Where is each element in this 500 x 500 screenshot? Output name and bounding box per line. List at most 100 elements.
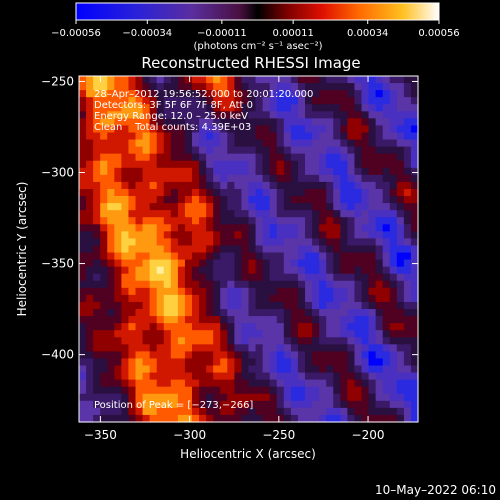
heatmap-cell: [149, 217, 158, 225]
heatmap-cell: [220, 266, 228, 275]
heatmap-cell: [177, 181, 186, 190]
heatmap-cell: [255, 280, 264, 289]
heatmap-cell: [149, 118, 158, 127]
heatmap-cell: [255, 294, 264, 303]
heatmap-cell: [333, 252, 341, 261]
heatmap-cell: [128, 309, 137, 317]
heatmap-cell: [276, 287, 285, 296]
heatmap-cell: [333, 196, 341, 204]
heatmap-cell: [79, 386, 87, 395]
heatmap-cell: [234, 337, 243, 345]
heatmap-cell: [206, 196, 214, 204]
heatmap-cell: [107, 301, 115, 310]
heatmap-cell: [347, 167, 356, 176]
heatmap-cell: [375, 287, 384, 296]
heatmap-cell: [100, 351, 108, 360]
heatmap-cell: [184, 132, 193, 141]
heatmap-cell: [305, 358, 313, 367]
heatmap-cell: [227, 188, 235, 197]
heatmap-cell: [241, 245, 250, 254]
heatmap-cell: [389, 400, 398, 409]
heatmap-cell: [312, 238, 320, 247]
heatmap-cell: [184, 210, 193, 218]
heatmap-cell: [347, 344, 356, 352]
heatmap-cell: [234, 118, 243, 127]
heatmap-cell: [403, 132, 412, 141]
heatmap-cell: [290, 139, 299, 148]
heatmap-cell: [156, 210, 165, 218]
heatmap-cell: [199, 111, 207, 119]
heatmap-cell: [192, 111, 200, 119]
heatmap-cell: [354, 259, 363, 268]
heatmap-cell: [297, 280, 306, 289]
heatmap-cell: [354, 104, 363, 112]
heatmap-cell: [170, 393, 179, 402]
heatmap-cell: [170, 188, 179, 197]
heatmap-cell: [283, 386, 292, 395]
heatmap-cell: [177, 337, 186, 345]
heatmap-cell: [192, 196, 200, 204]
heatmap-cell: [389, 280, 398, 289]
heatmap-cell: [184, 372, 193, 381]
heatmap-cell: [128, 414, 137, 423]
heatmap-cell: [192, 351, 200, 360]
heatmap-cell: [269, 266, 278, 275]
heatmap-cell: [396, 104, 405, 112]
heatmap-cell: [135, 196, 144, 204]
heatmap-cell: [283, 393, 292, 402]
heatmap-cell: [121, 83, 130, 91]
heatmap-cell: [389, 118, 398, 127]
heatmap-cell: [220, 344, 228, 352]
heatmap-cell: [184, 153, 193, 162]
heatmap-cell: [290, 358, 299, 367]
heatmap-cell: [305, 139, 313, 148]
heatmap-cell: [375, 231, 384, 240]
heatmap-cell: [368, 97, 377, 105]
heatmap-cell: [177, 245, 186, 254]
heatmap-cell: [170, 181, 179, 190]
heatmap-cell: [354, 90, 363, 98]
heatmap-cell: [100, 266, 108, 275]
heatmap-cell: [213, 273, 221, 282]
heatmap-cell: [114, 224, 122, 232]
heatmap-cell: [234, 125, 243, 134]
heatmap-cell: [170, 358, 179, 367]
heatmap-cell: [199, 301, 207, 310]
heatmap-cell: [135, 118, 144, 127]
heatmap-cell: [149, 337, 158, 345]
heatmap-cell: [290, 365, 299, 374]
heatmap-cell: [184, 125, 193, 134]
heatmap-cell: [248, 118, 257, 127]
heatmap-cell: [135, 273, 144, 282]
heatmap-cell: [382, 174, 391, 183]
heatmap-cell: [234, 372, 243, 381]
heatmap-cell: [149, 372, 158, 381]
heatmap-cell: [368, 217, 377, 225]
heatmap-cell: [86, 252, 94, 261]
heatmap-cell: [389, 217, 398, 225]
heatmap-cell: [276, 231, 285, 240]
heatmap-cell: [199, 344, 207, 352]
heatmap-cell: [114, 125, 122, 134]
heatmap-cell: [142, 146, 151, 155]
heatmap-cell: [121, 365, 130, 374]
heatmap-cell: [326, 217, 334, 225]
heatmap-cell: [142, 174, 151, 183]
heatmap-cell: [156, 238, 165, 247]
heatmap-cell: [262, 104, 271, 112]
heatmap-cell: [410, 224, 419, 232]
heatmap-cell: [283, 90, 292, 98]
heatmap-cell: [184, 358, 193, 367]
heatmap-cell: [79, 238, 87, 247]
heatmap-cell: [375, 259, 384, 268]
heatmap-cell: [361, 203, 370, 211]
heatmap-cell: [163, 301, 172, 310]
heatmap-cell: [234, 386, 243, 395]
heatmap-cell: [283, 323, 292, 331]
heatmap-cell: [255, 132, 264, 141]
heatmap-cell: [206, 139, 214, 148]
heatmap-cell: [114, 344, 122, 352]
heatmap-cell: [93, 372, 101, 381]
heatmap-cell: [241, 160, 250, 169]
heatmap-cell: [382, 97, 391, 105]
